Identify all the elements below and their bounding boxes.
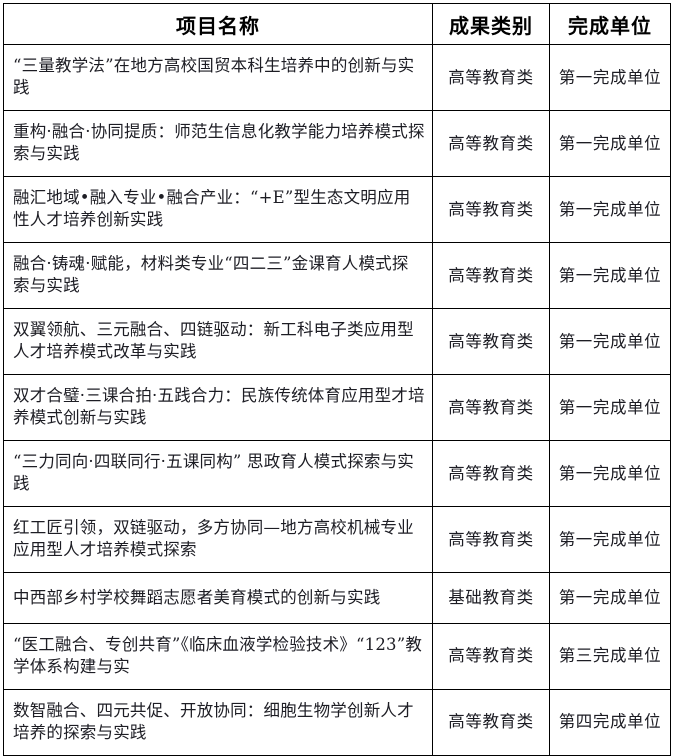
cell-project-name: 双翼领航、三元融合、四链驱动：新工科电子类应用型人才培养模式改革与实践 [3,308,433,375]
project-name-text: 双翼领航、三元融合、四链驱动：新工科电子类应用型人才培养模式改革与实践 [13,320,414,361]
cell-achievement-category: 高等教育类 [432,506,550,573]
table-row: “三量教学法”在地方高校国贸本科生培养中的创新与实践 高等教育类 第一完成单位 [3,44,671,111]
table-row: 融合·铸魂·赋能，材料类专业“四二三”金课育人模式探索与实践 高等教育类 第一完成单… [3,242,671,309]
table-row: “三力同向·四联同行·五课同构” 思政育人模式探索与实践 高等教育类 第一完成单位 [3,440,671,507]
cell-project-name: 红工匠引领，双链驱动，多方协同—地方高校机械专业应用型人才培养模式探索 [3,506,433,573]
cell-achievement-category: 高等教育类 [432,176,550,243]
table-row: 中西部乡村学校舞蹈志愿者美育模式的创新与实践 基础教育类 第一完成单位 [3,572,671,624]
cell-completion-unit: 第一完成单位 [549,110,671,177]
cell-completion-unit: 第一完成单位 [549,242,671,309]
cell-achievement-category: 高等教育类 [432,440,550,507]
table-header-row: 项目名称 成果类别 完成单位 [3,3,671,45]
column-header-achievement-category: 成果类别 [432,3,550,45]
table-row: 数智融合、四元共促、开放协同：细胞生物学创新人才培养的探索与实践 高等教育类 第四完… [3,688,671,756]
cell-project-name: 双才合璧·三课合拍·五践合力：民族传统体育应用型才培养模式创新与实践 [3,374,433,441]
cell-achievement-category: 高等教育类 [432,308,550,375]
cell-project-name: “三力同向·四联同行·五课同构” 思政育人模式探索与实践 [3,440,433,507]
cell-completion-unit: 第一完成单位 [549,506,671,573]
project-name-text: “三力同向·四联同行·五课同构” 思政育人模式探索与实践 [13,452,415,493]
cell-completion-unit: 第一完成单位 [549,572,671,624]
cell-achievement-category: 高等教育类 [432,110,550,177]
table-row: 重构·融合·协同提质：师范生信息化教学能力培养模式探索与实践 高等教育类 第一完成单… [3,110,671,177]
table-header: 项目名称 成果类别 完成单位 [3,3,671,45]
project-name-text: 融汇地域•融入专业•融合产业：“+E”型生态文明应用性人才培养创新实践 [13,188,411,229]
cell-achievement-category: 高等教育类 [432,242,550,309]
table-row: 红工匠引领，双链驱动，多方协同—地方高校机械专业应用型人才培养模式探索 高等教育类… [3,506,671,573]
cell-project-name: 中西部乡村学校舞蹈志愿者美育模式的创新与实践 [3,572,433,624]
table-body: “三量教学法”在地方高校国贸本科生培养中的创新与实践 高等教育类 第一完成单位 重构·… [3,44,671,756]
project-name-text: 红工匠引领，双链驱动，多方协同—地方高校机械专业应用型人才培养模式探索 [13,518,414,559]
cell-achievement-category: 高等教育类 [432,688,550,756]
cell-project-name: “医工融合、专创共育”《临床血液学检验技术》“123”教学体系构建与实 [3,622,433,690]
cell-achievement-category: 高等教育类 [432,44,550,111]
cell-completion-unit: 第一完成单位 [549,440,671,507]
project-name-text: 融合·铸魂·赋能，材料类专业“四二三”金课育人模式探索与实践 [13,254,409,295]
cell-achievement-category: 高等教育类 [432,622,550,690]
cell-completion-unit: 第三完成单位 [549,622,671,690]
cell-completion-unit: 第一完成单位 [549,176,671,243]
cell-achievement-category: 高等教育类 [432,374,550,441]
table-row: 双才合璧·三课合拍·五践合力：民族传统体育应用型才培养模式创新与实践 高等教育类第… [3,374,671,441]
column-header-completion-unit: 完成单位 [549,3,671,45]
cell-project-name: 融汇地域•融入专业•融合产业：“+E”型生态文明应用性人才培养创新实践 [3,176,433,243]
cell-completion-unit: 第四完成单位 [549,688,671,756]
cell-achievement-category: 基础教育类 [432,572,550,624]
cell-completion-unit: 第一完成单位 [549,44,671,111]
project-name-text: 中西部乡村学校舞蹈志愿者美育模式的创新与实践 [13,588,381,607]
results-table-container: 项目名称 成果类别 完成单位 “三量教学法”在地方高校国贸本科生培养中的创新与实… [3,3,671,756]
column-header-project-name: 项目名称 [3,3,433,45]
cell-project-name: 融合·铸魂·赋能，材料类专业“四二三”金课育人模式探索与实践 [3,242,433,309]
cell-project-name: “三量教学法”在地方高校国贸本科生培养中的创新与实践 [3,44,433,111]
project-name-text: 双才合璧·三课合拍·五践合力：民族传统体育应用型才培养模式创新与实践 [13,386,425,427]
achievements-table: 项目名称 成果类别 完成单位 “三量教学法”在地方高校国贸本科生培养中的创新与实… [3,3,671,756]
cell-completion-unit: 第一完成单位 [549,374,671,441]
cell-project-name: 数智融合、四元共促、开放协同：细胞生物学创新人才培养的探索与实践 [3,688,433,756]
cell-completion-unit: 第一完成单位 [549,308,671,375]
cell-project-name: 重构·融合·协同提质：师范生信息化教学能力培养模式探索与实践 [3,110,433,177]
table-row: “医工融合、专创共育”《临床血液学检验技术》“123”教学体系构建与实 高等教育类… [3,622,671,690]
project-name-text: “三量教学法”在地方高校国贸本科生培养中的创新与实践 [13,56,415,97]
project-name-text: 数智融合、四元共促、开放协同：细胞生物学创新人才培养的探索与实践 [13,701,414,742]
project-name-text: 重构·融合·协同提质：师范生信息化教学能力培养模式探索与实践 [13,122,425,163]
table-row: 双翼领航、三元融合、四链驱动：新工科电子类应用型人才培养模式改革与实践 高等教育类… [3,308,671,375]
table-row: 融汇地域•融入专业•融合产业：“+E”型生态文明应用性人才培养创新实践 高等教育类… [3,176,671,243]
project-name-text: “医工融合、专创共育”《临床血液学检验技术》“123”教学体系构建与实 [13,635,423,676]
